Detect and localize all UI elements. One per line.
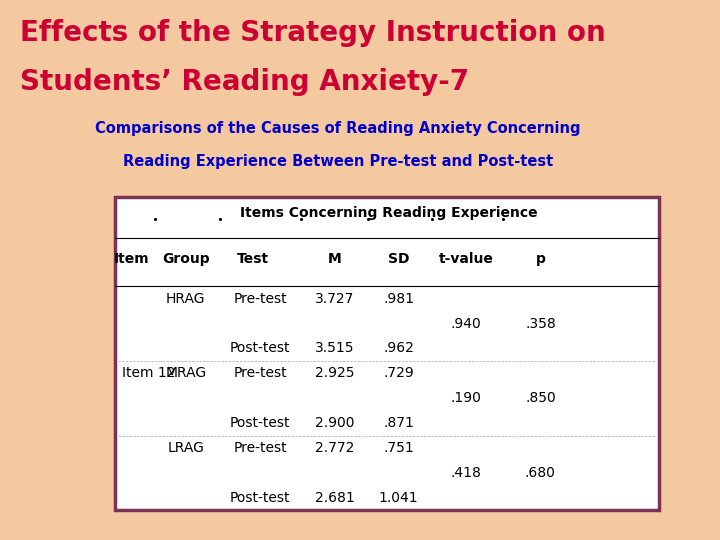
Text: 1.041: 1.041	[379, 491, 418, 505]
Text: .729: .729	[383, 366, 414, 380]
Text: Post-test: Post-test	[230, 416, 290, 430]
Text: .981: .981	[383, 292, 414, 306]
Text: 2.772: 2.772	[315, 441, 354, 455]
Text: t-value: t-value	[438, 252, 493, 266]
Text: Item 12: Item 12	[122, 366, 175, 380]
Text: Items Concerning Reading Experience: Items Concerning Reading Experience	[240, 206, 537, 220]
Text: p: p	[536, 252, 545, 266]
Text: Post-test: Post-test	[230, 491, 290, 505]
Text: 2.681: 2.681	[315, 491, 354, 505]
Text: .190: .190	[451, 392, 482, 405]
Text: MRAG: MRAG	[165, 366, 207, 380]
Text: HRAG: HRAG	[166, 292, 205, 306]
Text: Effects of the Strategy Instruction on: Effects of the Strategy Instruction on	[20, 19, 606, 47]
Text: Students’ Reading Anxiety-7: Students’ Reading Anxiety-7	[20, 68, 469, 96]
Text: Post-test: Post-test	[230, 341, 290, 355]
Text: Reading Experience Between Pre-test and Post-test: Reading Experience Between Pre-test and …	[122, 154, 553, 169]
Text: .940: .940	[451, 316, 482, 330]
Text: .962: .962	[383, 341, 414, 355]
Text: SD: SD	[388, 252, 409, 266]
Text: M: M	[328, 252, 341, 266]
Text: 3.727: 3.727	[315, 292, 354, 306]
Text: Pre-test: Pre-test	[233, 366, 287, 380]
Text: 2.900: 2.900	[315, 416, 354, 430]
Text: Item: Item	[114, 252, 150, 266]
Text: .680: .680	[525, 466, 556, 480]
Text: .418: .418	[451, 466, 482, 480]
Text: 3.515: 3.515	[315, 341, 354, 355]
Text: Test: Test	[238, 252, 269, 266]
Bar	[114, 197, 659, 510]
Text: .871: .871	[383, 416, 414, 430]
Text: Group: Group	[162, 252, 210, 266]
Text: Comparisons of the Causes of Reading Anxiety Concerning: Comparisons of the Causes of Reading Anx…	[95, 122, 580, 137]
Text: .358: .358	[525, 316, 556, 330]
Text: .850: .850	[525, 392, 556, 405]
Text: Pre-test: Pre-test	[233, 292, 287, 306]
Text: .751: .751	[383, 441, 414, 455]
Text: Pre-test: Pre-test	[233, 441, 287, 455]
Text: 2.925: 2.925	[315, 366, 354, 380]
Text: LRAG: LRAG	[167, 441, 204, 455]
